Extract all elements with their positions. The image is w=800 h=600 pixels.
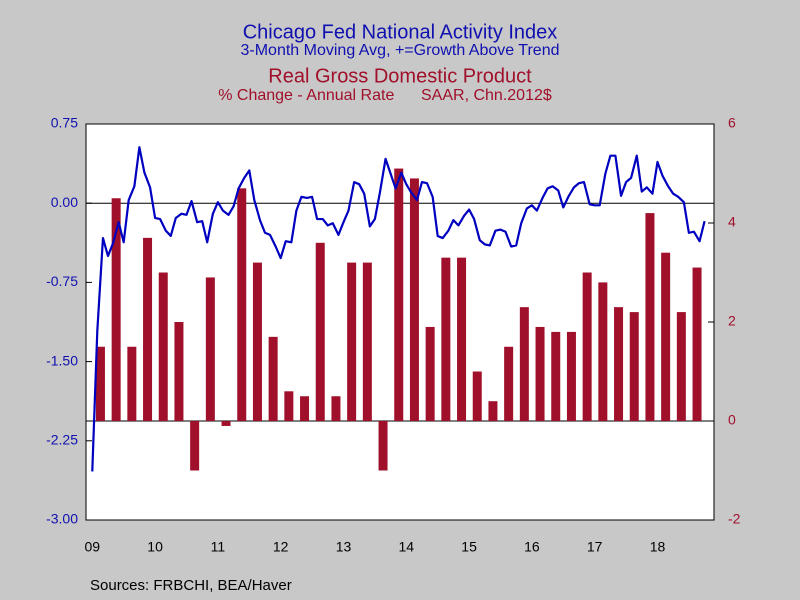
bar	[252, 262, 262, 421]
chart-subtitle: 3-Month Moving Avg, +=Growth Above Trend	[241, 42, 560, 59]
x-tick-label: 11	[211, 539, 226, 555]
x-tick-label: 12	[273, 539, 289, 555]
bar	[190, 421, 200, 471]
x-tick-label: 10	[147, 539, 163, 555]
chart-subtitle-2: % Change - Annual Rate SAAR, Chn.2012$	[218, 87, 552, 104]
x-tick-label: 13	[336, 539, 352, 555]
y2-tick-label: 4	[728, 214, 736, 230]
bar	[551, 331, 561, 421]
y2-tick-label: 0	[728, 412, 736, 428]
bar	[598, 282, 608, 421]
bar	[268, 336, 278, 421]
bar	[676, 312, 686, 421]
bar	[692, 267, 702, 421]
bar	[457, 257, 467, 421]
bar	[425, 326, 435, 421]
y-tick-label: 0.00	[51, 194, 78, 210]
bar	[488, 401, 498, 421]
y-tick-label: -1.50	[46, 352, 78, 368]
bar	[378, 421, 388, 471]
y-tick-label: -3.00	[46, 511, 78, 527]
x-tick-label: 16	[524, 539, 540, 555]
bar	[409, 178, 419, 421]
x-tick-label: 17	[587, 539, 603, 555]
bar	[614, 307, 624, 421]
bar	[205, 277, 215, 421]
bar	[441, 257, 451, 421]
x-tick-label: 09	[84, 539, 100, 555]
y2-tick-label: 2	[728, 313, 736, 329]
bar	[315, 242, 325, 421]
bar	[347, 262, 357, 421]
bar	[661, 252, 671, 421]
bar	[362, 262, 372, 421]
y2-tick-label: -2	[728, 511, 741, 527]
bar	[566, 331, 576, 421]
y-tick-label: 0.75	[51, 115, 78, 131]
line	[91, 146, 706, 472]
bar	[95, 346, 105, 421]
x-tick-label: 15	[461, 539, 477, 555]
bar	[645, 213, 655, 421]
bar	[519, 307, 529, 421]
bar	[111, 198, 121, 421]
bar	[472, 371, 482, 421]
bar	[174, 322, 184, 421]
bar	[158, 272, 168, 421]
bar	[143, 237, 153, 421]
bar	[284, 391, 294, 421]
bar	[629, 312, 639, 421]
bar	[237, 188, 247, 421]
bar	[331, 396, 341, 421]
bar	[300, 396, 310, 421]
bar	[127, 346, 137, 421]
source-note: Sources: FRBCHI, BEA/Haver	[90, 577, 292, 594]
bar	[221, 421, 231, 426]
x-tick-label: 14	[398, 539, 414, 555]
y-tick-label: -2.25	[46, 432, 78, 448]
bar	[394, 168, 404, 421]
bar	[504, 346, 514, 421]
bar	[535, 326, 545, 421]
y-tick-label: -0.75	[46, 273, 78, 289]
x-tick-label: 18	[650, 539, 666, 555]
chart-title: Chicago Fed National Activity Index	[243, 21, 558, 43]
bar	[582, 272, 592, 421]
chart-title-2: Real Gross Domestic Product	[268, 65, 532, 87]
y2-tick-label: 6	[728, 115, 736, 131]
